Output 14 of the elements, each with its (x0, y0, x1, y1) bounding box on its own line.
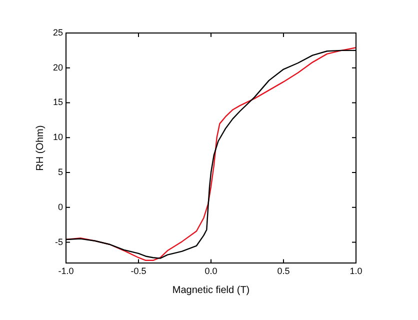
x-tick-label: 1.0 (350, 266, 362, 276)
y-tick-label: 15 (52, 97, 64, 108)
x-tick-label: 0.0 (204, 266, 218, 276)
y-tick-label: 10 (52, 132, 64, 142)
y-tick-label: 20 (52, 62, 64, 72)
x-tick-label: -1.0 (58, 266, 74, 276)
y-tick-label: 25 (52, 27, 64, 38)
y-tick-label: 0 (58, 202, 64, 212)
y-tick-label: -5 (54, 236, 64, 247)
y-axis-title: RH (Ohm) (34, 125, 46, 171)
y-tick-label: 5 (58, 167, 64, 177)
x-axis-title: Magnetic field (T) (172, 284, 250, 296)
x-tick-label: -0.5 (130, 266, 146, 276)
x-tick-label: 0.5 (277, 266, 290, 276)
